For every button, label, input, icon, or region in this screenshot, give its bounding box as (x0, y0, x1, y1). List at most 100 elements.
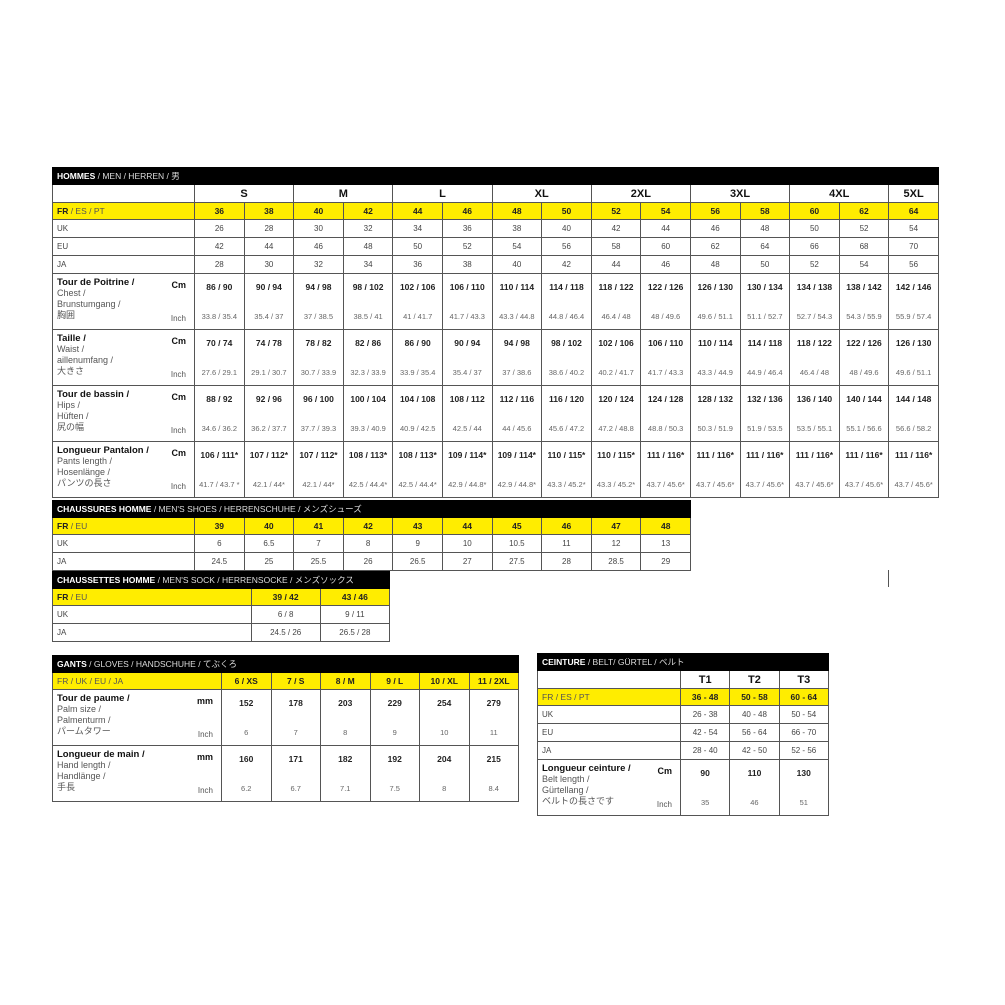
metric-value: 124 / 128 (647, 394, 684, 404)
size-cell: 43 (392, 517, 443, 535)
size-cell: 54 (888, 219, 939, 238)
highlight-size-row: FR / EU 39 40 41 42 43 44 45 46 47 48 (52, 517, 692, 535)
measurement-name: Taille / (57, 333, 86, 344)
inch-value: 41 / 41.7 (403, 312, 433, 321)
metric-value: 92 / 96 (255, 394, 282, 404)
measurement-cell: 122 / 126 48 / 49.6 (838, 329, 890, 386)
measurement-cell: 136 / 140 53.5 / 55.1 (789, 385, 840, 442)
size-cell: 66 - 70 (778, 723, 829, 742)
size-cell: 28 (194, 255, 245, 274)
size-cell: 56 (888, 255, 939, 274)
measurement-cell: 178 7 (270, 689, 321, 746)
inch-value: 34.6 / 36.2 (201, 424, 238, 433)
measurement-row: Tour de Poitrine / Chest / Brunstumgang / 胸… (52, 273, 939, 330)
size-cell: 46 (640, 255, 691, 274)
size-cell: 47 (590, 517, 642, 535)
inch-value: 53.5 / 55.1 (796, 424, 833, 433)
size-cell: 54 (640, 202, 691, 220)
table-title: CEINTURE / BELT/ GÜRTEL / ベルト (537, 653, 829, 671)
size-cell: 46 (293, 237, 344, 256)
metric-value: 111 / 116* (894, 450, 933, 460)
size-row-ja: JA 24.5 25 25.5 26 26.5 27 27.5 28 28.5 29 (52, 552, 692, 571)
inch-value: 6 (244, 728, 249, 737)
size-group-t2: T2 (729, 670, 780, 689)
unit-inch: Inch (197, 730, 213, 739)
size-group-t3: T3 (778, 670, 829, 689)
measurement-row: Longueur Pantalon / Pants length / Hosenlä… (52, 441, 939, 498)
size-cell: 50 (739, 255, 791, 274)
measurement-translation: Handlänge / (57, 771, 106, 781)
size-cell: 62 (838, 202, 890, 220)
inch-value: 52.7 / 54.3 (796, 312, 833, 321)
inch-value: 40.9 / 42.5 (399, 424, 436, 433)
inch-value: 43.7 / 45.6* (894, 480, 933, 489)
measurement-translation: Hüften / (57, 411, 89, 421)
size-row-ja: JA 28 - 40 42 - 50 52 - 56 (537, 741, 829, 760)
row-label: EU (52, 237, 195, 256)
inch-value: 41.7 / 43.7 * (199, 480, 240, 489)
size-row-ja: JA 28 30 32 34 36 38 40 42 44 46 48 50 52 54 56 (52, 255, 939, 274)
row-label: UK (537, 705, 681, 724)
metric-value: 106 / 111* (200, 450, 239, 460)
measurement-name: Longueur Pantalon / (57, 445, 149, 456)
size-cell: 40 (293, 202, 344, 220)
size-cell: 40 - 48 (729, 705, 780, 724)
row-label: JA (52, 255, 195, 274)
size-row-eu: EU 42 44 46 48 50 52 54 56 58 60 62 64 66 68 70 (52, 237, 939, 256)
metric-value: 90 / 94 (454, 338, 481, 348)
inch-value: 38.5 / 41 (353, 312, 383, 321)
metric-value: 229 (387, 698, 402, 708)
size-cell: 46 (441, 202, 493, 220)
measurement-cell: 94 / 98 37 / 38.5 (293, 273, 344, 330)
inch-value: 37.7 / 39.3 (300, 424, 337, 433)
metric-value: 203 (338, 698, 353, 708)
size-cell: 50 - 58 (729, 688, 780, 706)
inch-value: 33.9 / 35.4 (399, 368, 436, 377)
size-cell: 40 (541, 219, 592, 238)
inch-value: 32.3 / 33.9 (350, 368, 386, 377)
size-cell: 60 (640, 237, 691, 256)
measurement-translation: Brunstumgang / (57, 299, 121, 309)
unit-primary: Cm (171, 336, 186, 346)
unit-inch: Inch (170, 314, 186, 323)
size-cell: 26 - 38 (679, 705, 731, 724)
measurement-cell: 192 7.5 (369, 745, 420, 802)
inch-value: 8 (343, 728, 348, 737)
size-cell: 62 (689, 237, 741, 256)
inch-value: 40.2 / 41.7 (598, 368, 634, 377)
measurement-cell: 229 9 (369, 689, 420, 746)
label-rest: FR / ES / PT (542, 692, 590, 702)
size-cell: 48 (491, 202, 543, 220)
title-bold: GANTS (57, 659, 87, 669)
title-rest: / MEN / HERREN / 男 (95, 171, 180, 181)
size-cell: 42 (342, 517, 394, 535)
metric-value: 94 / 98 (305, 282, 332, 292)
inch-value: 44.9 / 46.4 (747, 368, 783, 377)
metric-value: 90 (700, 768, 710, 778)
metric-value: 126 / 130 (697, 282, 733, 292)
row-label: JA (52, 623, 252, 642)
measurement-cell: 140 / 144 55.1 / 56.6 (838, 385, 890, 442)
label-rest: / EU (68, 592, 88, 602)
metric-value: 102 / 106 (399, 282, 436, 292)
measurement-cell: 104 / 108 40.9 / 42.5 (392, 385, 443, 442)
inch-value: 36.2 / 37.7 (251, 424, 287, 433)
measurement-cell: 110 46 (729, 759, 780, 816)
measurement-translation: 尻の幅 (57, 422, 85, 432)
measurement-cell: 152 6 (221, 689, 272, 746)
measurement-cell: 98 / 102 38.6 / 40.2 (541, 329, 592, 386)
metric-value: 82 / 86 (355, 338, 382, 348)
size-cell: 64 (888, 202, 939, 220)
size-row-ja: JA 24.5 / 26 26.5 / 28 (52, 623, 391, 642)
size-cell: 39 (194, 517, 245, 535)
label-rest: / EU (68, 521, 88, 531)
inch-value: 46.4 / 48 (601, 312, 631, 321)
size-cell: 48 (739, 219, 791, 238)
inch-value: 55.9 / 57.4 (895, 312, 932, 321)
table-title: CHAUSSETTES HOMME / MEN'S SOCK / HERRENS… (52, 571, 390, 589)
label-rest: / ES / PT (68, 206, 105, 216)
metric-value: 120 / 124 (598, 394, 634, 404)
size-cell: 44 (590, 255, 642, 274)
measurement-cell: 111 / 116* 43.7 / 45.6* (739, 441, 791, 498)
measurement-translation: Gürtellang / (542, 785, 589, 795)
